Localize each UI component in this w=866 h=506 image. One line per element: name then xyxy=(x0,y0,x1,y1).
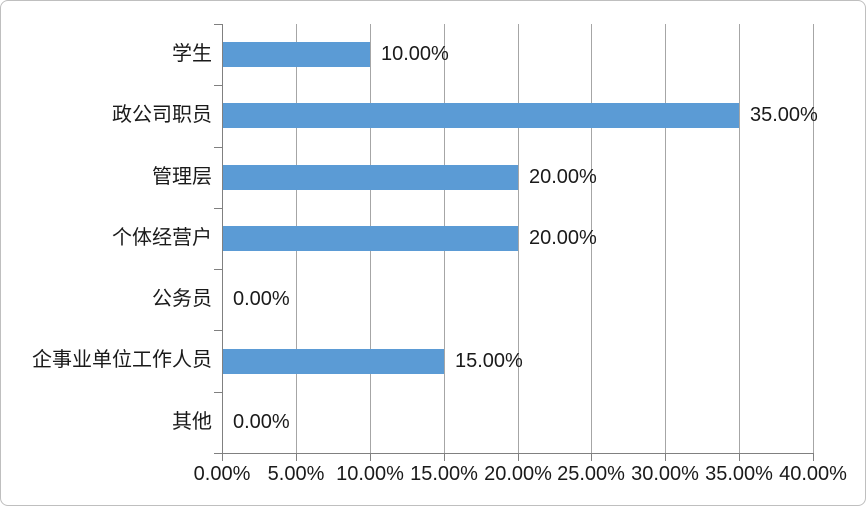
x-axis-tick xyxy=(518,453,519,461)
x-axis-tick xyxy=(813,453,814,461)
value-label: 10.00% xyxy=(381,43,449,65)
x-axis-tick-label: 30.00% xyxy=(631,463,699,485)
x-axis-tick xyxy=(665,453,666,461)
category-label: 个体经营户 xyxy=(112,227,212,249)
x-axis-tick-label: 5.00% xyxy=(267,463,325,485)
y-axis-tick xyxy=(214,208,222,209)
x-axis-tick xyxy=(370,453,371,461)
plot-area xyxy=(222,24,814,453)
vertical-gridline xyxy=(665,24,666,453)
bar-个体经营户 xyxy=(222,226,518,251)
category-label: 学生 xyxy=(172,43,212,65)
vertical-gridline xyxy=(813,24,814,453)
x-axis-tick xyxy=(222,453,223,461)
vertical-gridline xyxy=(739,24,740,453)
x-axis-tick-label: 10.00% xyxy=(336,463,404,485)
bar-企事业单位工作人员 xyxy=(222,349,444,374)
x-axis-tick-label: 20.00% xyxy=(484,463,552,485)
x-axis-tick-label: 40.00% xyxy=(779,463,847,485)
y-axis-tick xyxy=(214,269,222,270)
x-axis-tick-label: 0.00% xyxy=(193,463,251,485)
value-label: 20.00% xyxy=(529,166,597,188)
x-axis-tick xyxy=(296,453,297,461)
bar-管理层 xyxy=(222,165,518,190)
value-label: 15.00% xyxy=(455,350,523,372)
vertical-gridline xyxy=(591,24,592,453)
vertical-gridline xyxy=(518,24,519,453)
category-label: 管理层 xyxy=(152,166,212,188)
y-axis-tick xyxy=(214,24,222,25)
bar-学生 xyxy=(222,42,370,67)
y-axis-tick xyxy=(214,453,222,454)
x-axis-tick xyxy=(739,453,740,461)
y-axis-tick xyxy=(214,330,222,331)
value-label: 35.00% xyxy=(750,104,818,126)
value-label: 0.00% xyxy=(233,411,290,433)
x-axis-tick-label: 35.00% xyxy=(705,463,773,485)
x-axis-tick-label: 25.00% xyxy=(557,463,625,485)
x-axis-tick xyxy=(444,453,445,461)
y-axis-tick xyxy=(214,392,222,393)
y-axis-tick xyxy=(214,85,222,86)
value-label: 0.00% xyxy=(233,288,290,310)
value-label: 20.00% xyxy=(529,227,597,249)
category-label: 企事业单位工作人员 xyxy=(32,349,212,371)
bar-政公司职员 xyxy=(222,103,739,128)
category-axis-line xyxy=(222,24,223,453)
y-axis-tick xyxy=(214,147,222,148)
x-axis-tick xyxy=(591,453,592,461)
category-label: 政公司职员 xyxy=(112,104,212,126)
x-axis-tick-label: 15.00% xyxy=(410,463,478,485)
category-label: 其他 xyxy=(172,411,212,433)
value-axis-line xyxy=(222,453,813,454)
category-label: 公务员 xyxy=(152,288,212,310)
